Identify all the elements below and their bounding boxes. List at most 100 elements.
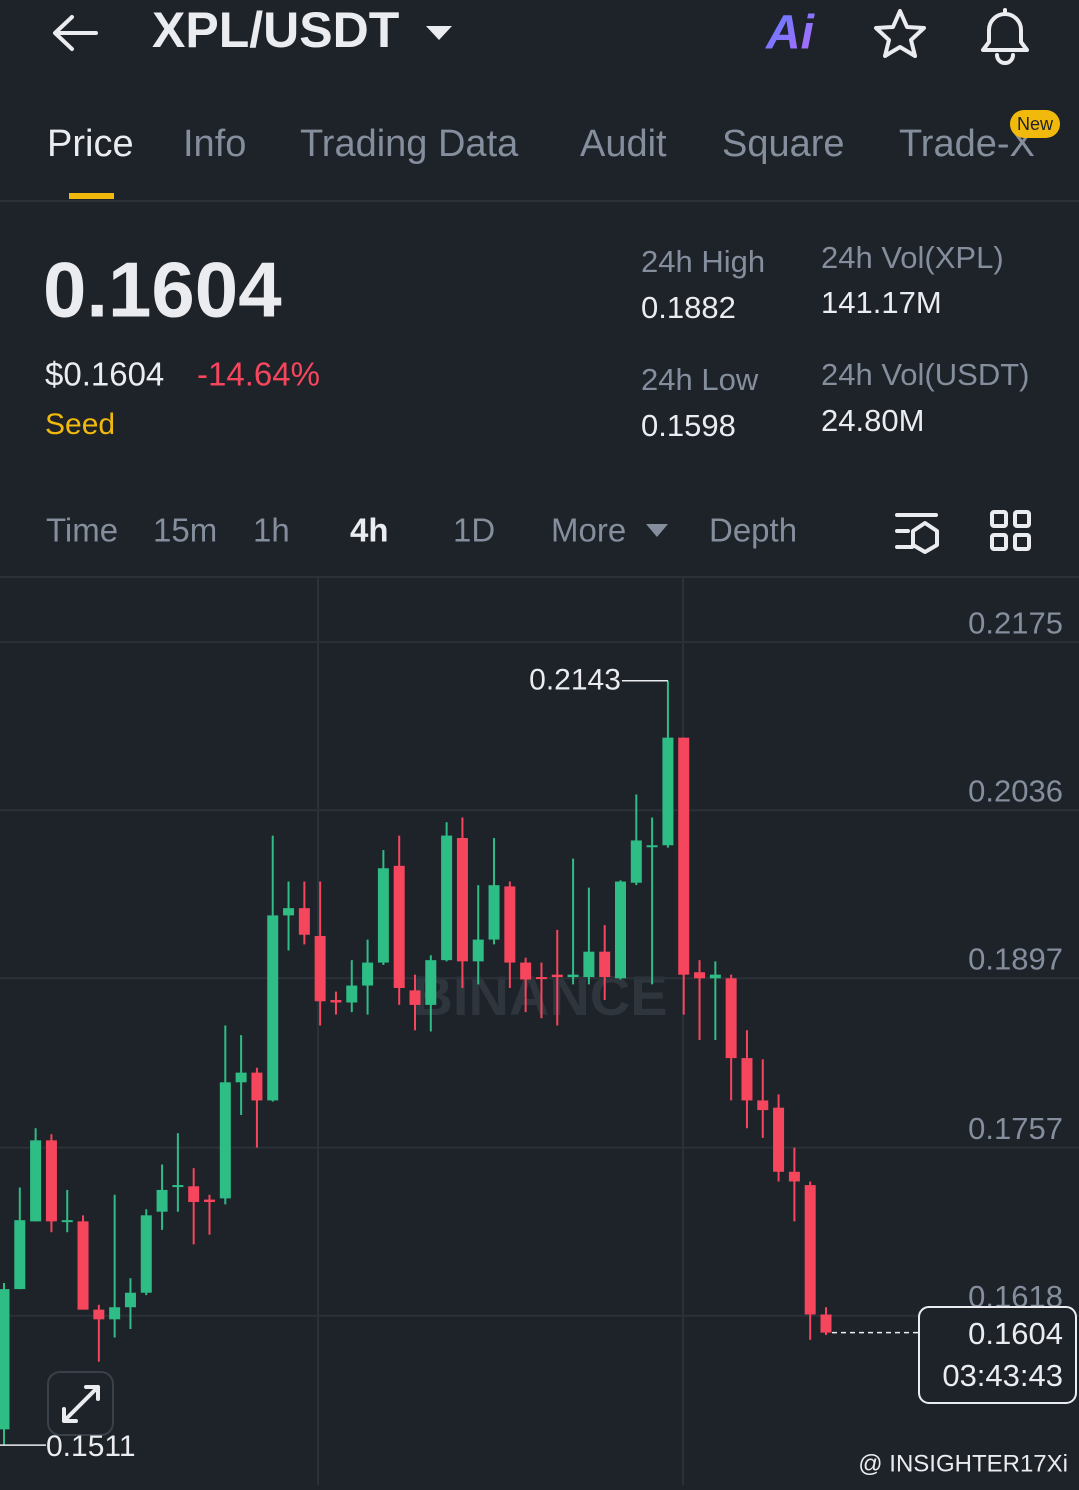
candle-body — [630, 840, 642, 883]
interval[interactable]: Depth — [709, 512, 797, 549]
interval[interactable]: Time — [46, 512, 118, 549]
candle-body — [219, 1082, 231, 1199]
candle-body — [599, 951, 611, 978]
tab[interactable]: Audit — [580, 123, 667, 165]
tab-indicator — [69, 193, 114, 199]
last-price-label: 0.1604 — [968, 1316, 1063, 1351]
interval[interactable]: More — [551, 512, 626, 549]
candle-body — [441, 835, 453, 961]
price-change: -14.64% — [197, 356, 320, 393]
candle-body — [393, 865, 405, 988]
y-tick-label: 0.2036 — [968, 773, 1063, 808]
watermark: BINANCE — [412, 964, 667, 1027]
badge-text: New — [1017, 114, 1054, 134]
candle-body — [567, 974, 579, 978]
candle-body — [773, 1107, 785, 1172]
candle-body — [140, 1215, 152, 1293]
candle-body — [662, 737, 674, 846]
candle-body — [425, 960, 437, 1005]
pair-title[interactable]: XPL/USDT — [152, 2, 399, 58]
candle-body — [788, 1171, 800, 1182]
candle-body — [520, 962, 532, 980]
candle-body — [678, 737, 690, 975]
last-price-box — [918, 1306, 1077, 1404]
candle-body — [757, 1100, 769, 1111]
stat-label: 24h Vol(USDT) — [821, 357, 1029, 392]
stat-label: 24h Low — [641, 362, 759, 397]
candle-body — [283, 908, 295, 916]
candle-body — [741, 1058, 753, 1101]
candle-body — [235, 1072, 247, 1083]
indicator-button[interactable] — [895, 513, 939, 554]
tab[interactable]: Trading Data — [300, 123, 519, 165]
candle-body — [709, 974, 721, 979]
candle-body — [804, 1185, 816, 1315]
candle-body — [409, 990, 421, 1005]
candle-body — [725, 978, 737, 1059]
pair-caret[interactable] — [426, 26, 452, 40]
countdown: 03:43:43 — [942, 1358, 1063, 1393]
candle-body — [346, 985, 358, 1003]
candle-body — [615, 881, 626, 979]
candles — [0, 641, 1079, 1446]
y-tick-label: 0.1757 — [968, 1111, 1063, 1146]
candle-body — [172, 1185, 184, 1188]
tab[interactable]: Square — [722, 123, 845, 165]
candle-body — [583, 951, 595, 978]
candle-body — [61, 1220, 73, 1223]
candle-body — [251, 1072, 263, 1101]
back-button[interactable] — [53, 15, 98, 51]
favorite-button[interactable] — [874, 9, 926, 58]
alert-button[interactable] — [981, 8, 1029, 65]
candle-body — [472, 939, 484, 962]
stat-value: 141.17M — [821, 285, 942, 320]
y-tick-label: 0.2175 — [968, 605, 1063, 640]
candle-body — [362, 962, 374, 986]
candle-body — [694, 972, 706, 979]
candle-body — [188, 1186, 200, 1203]
min-label: 0.1511 — [46, 1430, 136, 1463]
stat-value: 24.80M — [821, 403, 924, 438]
stat-value: 0.1882 — [641, 290, 736, 325]
candle-body — [77, 1221, 89, 1310]
badge — [1010, 110, 1060, 138]
candle-body — [488, 885, 500, 940]
candle-body — [535, 977, 547, 980]
candle-body — [109, 1307, 121, 1320]
candle-body — [204, 1199, 215, 1203]
stat-label: 24h Vol(XPL) — [821, 240, 1004, 275]
ai-button[interactable]: Ai — [765, 7, 816, 60]
interval[interactable]: 15m — [153, 512, 217, 549]
candle-body — [820, 1314, 832, 1333]
credit: @ INSIGHTER17Xi — [858, 1450, 1068, 1477]
candle-body — [45, 1140, 57, 1222]
interval[interactable]: 1h — [253, 512, 290, 549]
candle-body — [314, 935, 326, 1002]
stat-value: 0.1598 — [641, 408, 736, 443]
tab[interactable]: Price — [47, 123, 134, 165]
candle-body — [504, 886, 516, 963]
candle-body — [30, 1140, 42, 1222]
seed-tag[interactable]: Seed — [45, 408, 115, 441]
tab[interactable]: Info — [183, 123, 246, 165]
candle-body — [93, 1309, 105, 1320]
layout-button[interactable] — [990, 510, 1031, 551]
candle-body — [0, 1289, 10, 1430]
expand-icon[interactable] — [62, 1385, 100, 1423]
stat-label: 24h High — [641, 244, 765, 279]
candle-body — [156, 1189, 168, 1212]
candle-body — [646, 845, 658, 848]
candle-body — [330, 1000, 342, 1003]
y-tick-label: 0.1897 — [968, 941, 1063, 976]
interval[interactable]: 4h — [350, 512, 389, 549]
candle-body — [14, 1220, 26, 1290]
candle-body — [456, 838, 468, 962]
last-price: 0.1604 — [43, 246, 282, 334]
interval[interactable]: 1D — [453, 512, 495, 549]
max-label: 0.2143 — [529, 664, 621, 697]
candle-body — [267, 915, 279, 1101]
candle-body — [551, 974, 563, 978]
more-caret[interactable] — [646, 524, 668, 537]
